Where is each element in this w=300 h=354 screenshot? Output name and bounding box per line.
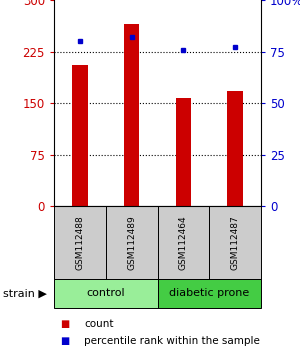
Text: strain ▶: strain ▶ (3, 289, 47, 298)
Text: count: count (84, 319, 113, 329)
Bar (209, 206, 261, 279)
Text: diabetic prone: diabetic prone (169, 289, 249, 298)
Text: percentile rank within the sample: percentile rank within the sample (84, 336, 260, 346)
Bar (158, 206, 209, 279)
Bar (72, 65, 88, 206)
Text: GSM112489: GSM112489 (127, 215, 136, 270)
Bar (158, 279, 261, 308)
Bar (54, 279, 158, 308)
Text: control: control (86, 289, 125, 298)
Bar (106, 206, 158, 279)
Text: ■: ■ (60, 319, 69, 329)
Bar (124, 24, 140, 206)
Bar (227, 91, 243, 206)
Text: GSM112487: GSM112487 (231, 215, 240, 270)
Text: GSM112488: GSM112488 (75, 215, 84, 270)
Bar (176, 98, 191, 206)
Text: ■: ■ (60, 336, 69, 346)
Bar (54, 206, 106, 279)
Text: GSM112464: GSM112464 (179, 215, 188, 270)
